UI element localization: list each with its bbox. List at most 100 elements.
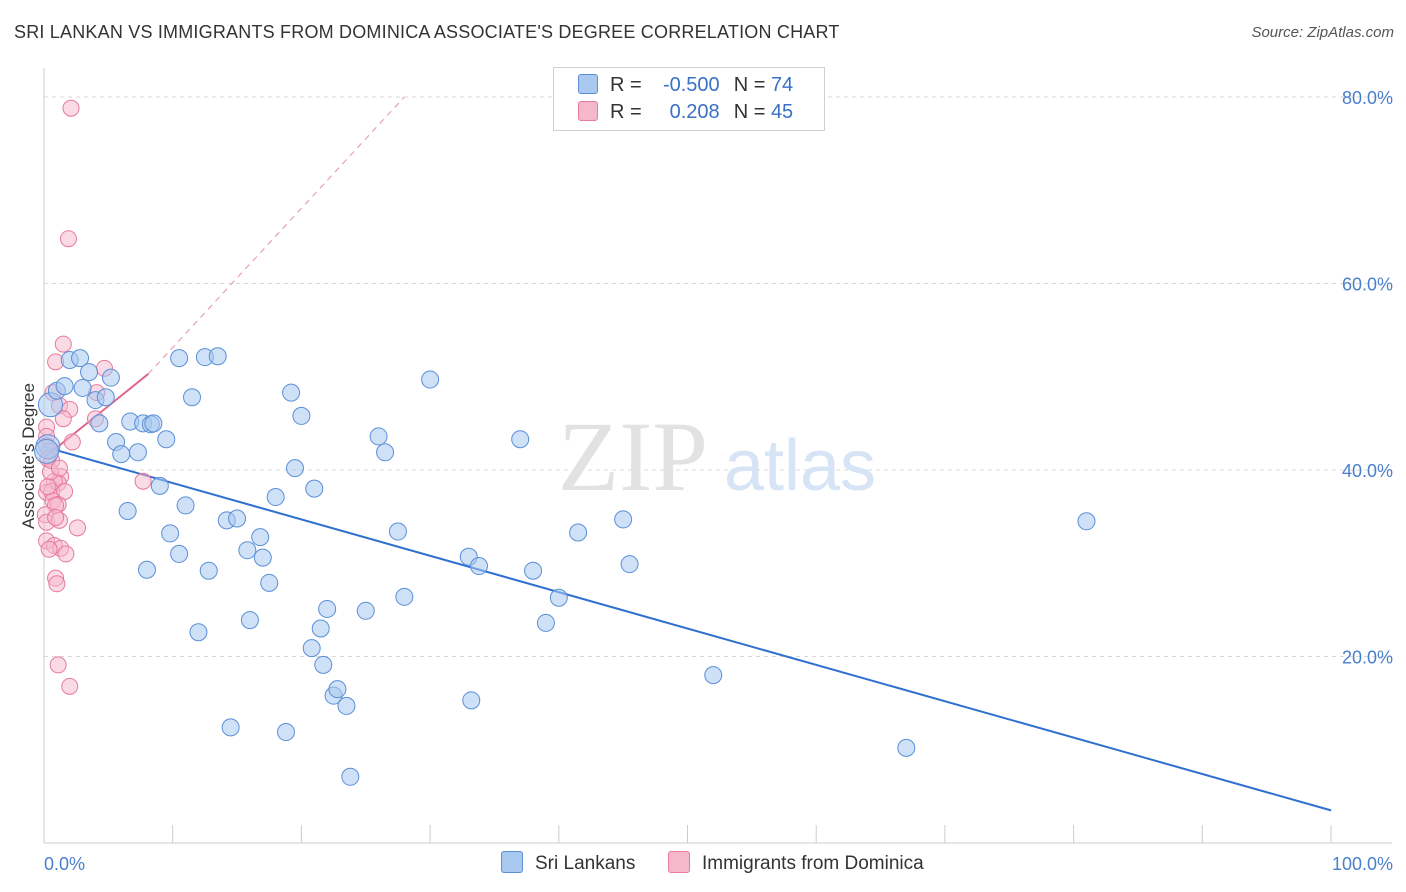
data-point-dominica — [48, 575, 66, 593]
data-point-srilankan — [341, 767, 360, 786]
data-point-srilankan — [189, 623, 208, 642]
source-label: Source: ZipAtlas.com — [1251, 24, 1394, 41]
tick-labels: 20.0% 40.0% 60.0% 80.0% 0.0% 100.0% — [44, 88, 1393, 874]
legend-n-label: N = — [733, 74, 766, 96]
data-point-dominica — [40, 540, 58, 558]
data-point-srilankan — [311, 619, 330, 638]
data-point-srilankan — [421, 370, 440, 389]
data-point-dominica — [134, 472, 152, 490]
data-point-srilankan — [240, 611, 259, 630]
data-point-srilankan — [369, 427, 388, 446]
data-point-srilankan — [305, 479, 324, 498]
data-point-srilankan — [276, 723, 295, 742]
trend-line-srilankans — [43, 445, 1332, 812]
data-point-srilankan — [238, 541, 257, 560]
data-point-dominica — [61, 677, 79, 695]
y-axis-label: Associate's Degree — [19, 383, 38, 529]
legend-r-label: R = — [610, 101, 642, 123]
series-srilankan-points — [34, 347, 1096, 786]
data-point-dominica — [50, 459, 68, 477]
data-point-srilankan — [170, 544, 189, 563]
data-point-srilankan — [356, 601, 375, 620]
data-point-srilankan — [199, 561, 218, 580]
data-point-srilankan — [569, 523, 588, 542]
data-point-srilankan — [150, 476, 169, 495]
legend-r-value: -0.500 — [662, 74, 720, 96]
data-point-srilankan — [318, 599, 337, 618]
data-point-srilankan — [161, 524, 180, 543]
data-point-srilankan — [208, 347, 227, 366]
legend-n-label: N = — [733, 101, 766, 123]
data-point-srilankan — [337, 696, 356, 715]
bottom-legend-swatch-pink — [668, 851, 690, 873]
data-point-dominica — [39, 478, 57, 496]
legend-n-value: 45 — [770, 101, 794, 123]
watermark-atlas: atlas — [724, 426, 876, 506]
data-point-srilankan — [144, 414, 163, 433]
legend-r-label: R = — [610, 74, 642, 96]
legend-row-dominica: R = 0.208 N = 45 — [578, 101, 793, 127]
data-point-srilankan — [314, 655, 333, 674]
data-point-dominica — [63, 433, 81, 451]
data-point-srilankan — [221, 718, 240, 737]
data-point-srilankan — [157, 430, 176, 449]
data-point-srilankan — [511, 430, 530, 449]
data-point-srilankan — [282, 383, 301, 402]
data-point-dominica — [47, 509, 65, 527]
data-point-srilankan — [137, 560, 156, 579]
bottom-legend-label: Immigrants from Dominica — [702, 853, 924, 874]
data-point-srilankan — [71, 349, 90, 368]
data-point-srilankan — [96, 388, 115, 407]
data-point-srilankan — [285, 459, 304, 478]
data-point-dominica — [62, 99, 80, 117]
data-point-srilankan — [302, 639, 321, 658]
data-point-srilankan — [897, 738, 916, 757]
data-point-srilankan — [73, 378, 92, 397]
data-point-dominica — [59, 230, 77, 248]
y-tick-label: 60.0% — [1342, 275, 1393, 295]
data-point-srilankan — [376, 443, 395, 462]
data-point-srilankan — [253, 548, 272, 567]
data-point-srilankan — [1077, 512, 1096, 531]
data-point-srilankan — [90, 414, 109, 433]
data-point-srilankan — [549, 588, 568, 607]
data-point-srilankan — [614, 510, 633, 529]
y-tick-label: 40.0% — [1342, 461, 1393, 481]
data-point-dominica — [68, 519, 86, 537]
x-tick-label: 0.0% — [44, 854, 85, 874]
watermark-zip: ZIP — [558, 401, 708, 512]
data-point-dominica — [57, 545, 75, 563]
data-point-srilankan — [183, 388, 202, 407]
data-point-srilankan — [470, 557, 489, 576]
data-point-srilankan — [101, 368, 120, 387]
bottom-legend-dominica: Immigrants from Dominica — [668, 851, 924, 875]
data-point-srilankan — [620, 555, 639, 574]
bottom-legend-srilankans: Sri Lankans — [501, 851, 635, 875]
legend-swatch-pink — [578, 101, 598, 121]
data-point-srilankan — [462, 691, 481, 710]
data-point-srilankan — [176, 496, 195, 515]
data-point-dominica — [49, 656, 67, 674]
bottom-legend-label: Sri Lankans — [535, 853, 636, 874]
chart-title: SRI LANKAN VS IMMIGRANTS FROM DOMINICA A… — [14, 22, 840, 42]
y-tick-label: 20.0% — [1342, 648, 1393, 668]
trend-extension-dominica — [147, 96, 405, 375]
data-point-srilankan — [80, 363, 99, 382]
data-point-srilankan — [388, 522, 407, 541]
legend-row-srilankans: R = -0.500 N = 74 — [578, 74, 793, 100]
data-point-srilankan — [170, 349, 189, 368]
axes — [43, 68, 1392, 844]
data-point-srilankan — [292, 406, 311, 425]
data-point-srilankan — [34, 438, 60, 464]
data-point-srilankan — [266, 488, 285, 507]
data-point-srilankan — [228, 509, 247, 528]
data-point-srilankan — [328, 680, 347, 699]
watermark: ZIP atlas — [558, 401, 876, 512]
data-point-srilankan — [524, 561, 543, 580]
data-point-srilankan — [55, 377, 74, 396]
data-point-dominica — [54, 335, 72, 353]
y-tick-label: 80.0% — [1342, 88, 1393, 108]
data-point-srilankan — [118, 502, 137, 521]
data-point-dominica — [54, 410, 72, 428]
